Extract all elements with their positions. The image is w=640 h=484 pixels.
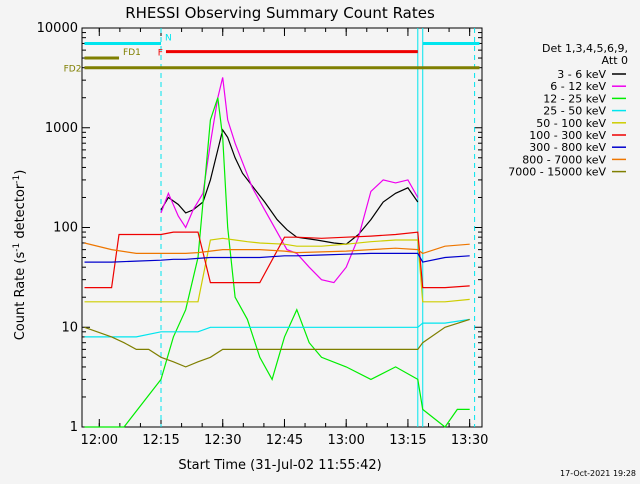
series-line xyxy=(84,252,470,263)
series-line xyxy=(84,237,470,303)
x-tick-label: 12:00 xyxy=(81,433,118,448)
legend-entry: 12 - 25 keV xyxy=(543,92,606,105)
legend-entry: 300 - 800 keV xyxy=(529,141,606,154)
x-tick-label: 13:15 xyxy=(389,433,426,448)
flag-label: N xyxy=(165,33,172,43)
y-tick-label: 10 xyxy=(61,320,78,335)
x-tick-label: 13:30 xyxy=(451,433,488,448)
series-line xyxy=(84,242,470,255)
series-line xyxy=(84,318,470,368)
y-tick-label: 100 xyxy=(53,221,78,236)
series-line xyxy=(84,318,470,338)
y-tick-label: 1000 xyxy=(45,121,78,136)
legend-header: Att 0 xyxy=(602,54,628,67)
plot-area: 1 10 100 1000 10000 12:00 12:15 12:30 12:45 13:00… xyxy=(37,21,489,448)
series-line xyxy=(160,128,419,245)
series-line xyxy=(84,97,470,428)
y-tick-label: 1 xyxy=(70,420,78,435)
x-tick-label: 12:30 xyxy=(204,433,241,448)
legend-entry: 6 - 12 keV xyxy=(550,80,606,93)
x-axis-label: Start Time (31-Jul-02 11:55:42) xyxy=(178,458,381,473)
flag-label: FD1 xyxy=(123,48,141,58)
x-tick-label: 12:45 xyxy=(266,433,303,448)
timestamp-footer: 17-Oct-2021 19:28 xyxy=(560,469,636,478)
legend-entry: 3 - 6 keV xyxy=(557,68,606,81)
y-tick-label: 10000 xyxy=(37,21,78,36)
legend-entry: 50 - 100 keV xyxy=(536,117,606,130)
legend-entry: 100 - 300 keV xyxy=(529,129,606,142)
y-axis-label: Count Rate (s-1 detector-1) xyxy=(12,170,28,341)
legend-entry: 800 - 7000 keV xyxy=(522,153,606,166)
legend-entry: 7000 - 15000 keV xyxy=(508,166,606,179)
flag-label: F xyxy=(158,49,163,59)
series-line xyxy=(84,231,470,289)
legend-header: Det 1,3,4,5,6,9, xyxy=(542,42,628,55)
plot-frame xyxy=(81,27,483,428)
flag-label: FD2 xyxy=(64,65,82,75)
legend-entry: 25 - 50 keV xyxy=(543,105,606,118)
series-line xyxy=(160,77,419,284)
x-tick-label: 13:00 xyxy=(327,433,364,448)
chart-title: RHESSI Observing Summary Count Rates xyxy=(125,4,435,22)
x-tick-label: 12:15 xyxy=(142,433,179,448)
